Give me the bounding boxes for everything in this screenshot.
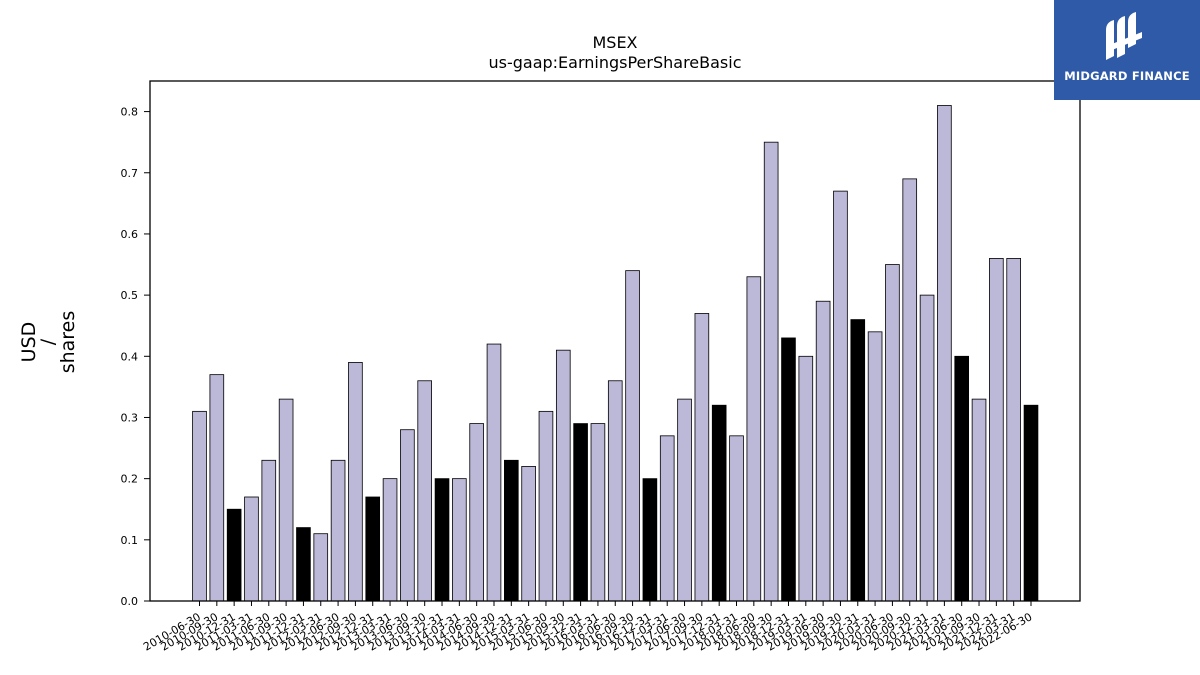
bar (417, 380, 432, 602)
bar (244, 496, 259, 602)
y-tick-label: 0.4 (121, 350, 139, 363)
bar (330, 459, 346, 602)
bar (1023, 404, 1039, 602)
bar (573, 423, 588, 602)
bar (711, 404, 727, 602)
y-label-line: USD (18, 322, 40, 363)
bar (659, 435, 675, 602)
bar (486, 343, 502, 602)
bar (382, 478, 398, 602)
bar (590, 423, 606, 602)
bar (850, 319, 866, 602)
bar (763, 141, 779, 602)
bar (209, 374, 225, 602)
bar (989, 258, 1004, 602)
bar (452, 478, 467, 602)
chart-subtitle: us-gaap:EarningsPerShareBasic (488, 53, 741, 72)
y-axis-label: USD/shares (18, 311, 79, 374)
bar (521, 466, 536, 602)
bar (971, 398, 987, 602)
bar (919, 294, 935, 602)
bars (192, 105, 1039, 602)
y-tick-label: 0.0 (121, 595, 139, 608)
bar (296, 527, 311, 602)
bar (469, 423, 484, 602)
bar (555, 349, 571, 602)
bar (867, 331, 883, 602)
bar (1006, 258, 1021, 602)
bar (937, 105, 952, 602)
y-tick-label: 0.5 (121, 289, 139, 302)
bar (954, 355, 970, 602)
bar (833, 190, 848, 602)
bar (746, 276, 762, 602)
y-tick-label: 0.7 (121, 167, 139, 180)
bar (400, 429, 415, 602)
bar (677, 398, 692, 602)
bar (885, 264, 900, 602)
midgard-logo-icon (1106, 12, 1142, 60)
bar (538, 410, 554, 602)
bar (798, 355, 814, 602)
bar (261, 459, 277, 602)
bar (694, 313, 710, 602)
y-tick-label: 0.1 (121, 534, 139, 547)
chart-title: MSEX (592, 33, 637, 52)
y-label-line: shares (57, 311, 79, 374)
brand-logo: MIDGARD FINANCE (1054, 0, 1200, 100)
brand-name: MIDGARD FINANCE (1064, 69, 1190, 83)
x-axis: 2010-06-302010-09-302010-12-312011-03-31… (141, 601, 1035, 654)
bar (434, 478, 450, 602)
bar (625, 270, 640, 602)
y-tick-label: 0.8 (121, 106, 139, 119)
bar (226, 508, 242, 602)
bar (365, 496, 381, 602)
bar (504, 459, 519, 602)
bar (729, 435, 744, 602)
bar (815, 300, 831, 602)
bar (348, 362, 363, 602)
bar (902, 178, 918, 602)
bar (192, 410, 207, 602)
bar (781, 337, 796, 602)
y-axis: 0.0 0.1 0.2 0.3 0.4 0.5 0.6 0.7 0.8 (121, 106, 150, 608)
y-tick-label: 0.2 (121, 473, 139, 486)
bar (278, 398, 294, 602)
bar (607, 380, 623, 602)
bar (313, 533, 329, 602)
bar (642, 478, 658, 602)
y-label-line: / (37, 338, 59, 345)
y-tick-label: 0.3 (121, 411, 139, 424)
plot-frame (149, 80, 1081, 602)
y-tick-label: 0.6 (121, 228, 139, 241)
